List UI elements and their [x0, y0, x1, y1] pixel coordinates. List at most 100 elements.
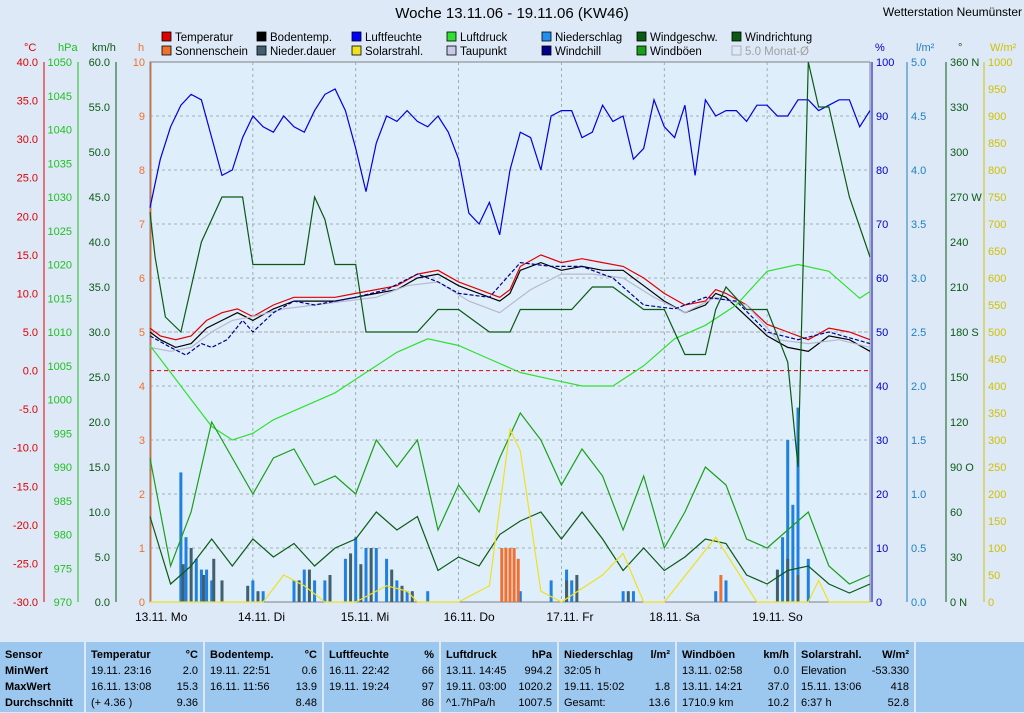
bar: [516, 558, 520, 602]
bar: [359, 564, 363, 602]
axis-tick-solar: 100: [988, 543, 1006, 555]
legend-swatch: [161, 45, 172, 56]
stats-value-row: 13.11. 02:58 0.0: [677, 665, 794, 681]
stats-timestamp: 13.11. 14:21: [682, 681, 743, 693]
stats-value: 86: [421, 697, 434, 709]
legend-label: Temperatur: [175, 32, 233, 44]
x-tick-label: 14.11. Di: [238, 610, 285, 624]
axis-tick-wind: 55.0: [89, 102, 110, 114]
axis-tick-hours: 2: [139, 489, 145, 501]
stats-row-label: MinWert: [5, 665, 49, 677]
bar: [796, 407, 800, 602]
bar: [512, 548, 516, 602]
axis-unit-wind: km/h: [92, 42, 116, 54]
x-tick-label: 15.11. Mi: [341, 610, 389, 624]
stats-value-row: 19.11. 15:02 1.8: [559, 681, 675, 697]
stats-box-solarstrahl: Solarstrahl. W/m² Elevation -53.330 15.11. 1…: [796, 642, 915, 712]
axis-tick-hours: 6: [139, 273, 145, 285]
axis-tick-hours: 5: [139, 327, 145, 339]
axis-tick-direction: 330: [950, 102, 968, 114]
stats-box-unit: °C: [304, 649, 317, 661]
axis-tick-wind: 5.0: [95, 552, 110, 564]
axis-tick-solar: 900: [988, 111, 1006, 123]
axis-tick-solar: 350: [988, 408, 1006, 420]
axis-tick-temp: 20.0: [17, 211, 38, 223]
bar: [426, 591, 430, 602]
stats-box-title: Luftdruck: [446, 649, 497, 661]
bar: [212, 558, 216, 602]
stats-timestamp: 16.11. 22:42: [329, 665, 390, 677]
stats-value-row: Gesamt: 13.6: [559, 697, 675, 713]
legend-swatch: [541, 31, 552, 42]
axis-tick-temp: 10.0: [17, 288, 38, 300]
stats-value: 13.9: [295, 681, 317, 693]
stats-timestamp: 16.11. 13:08: [91, 681, 152, 693]
stats-timestamp: 1710.9 km: [682, 697, 734, 709]
axis-tick-pressure: 990: [54, 462, 72, 474]
stats-value-row: 16.11. 22:42 66: [324, 665, 439, 681]
stats-box-unit: km/h: [763, 649, 789, 661]
bar: [205, 569, 209, 602]
stats-value: 9.36: [176, 697, 198, 709]
stats-value: 8.48: [295, 697, 317, 709]
bar: [626, 591, 630, 602]
bar: [251, 580, 255, 602]
axis-tick-rain: 3.0: [911, 273, 926, 285]
stats-timestamp: 15.11. 13:06: [801, 681, 862, 693]
axis-tick-solar: 150: [988, 516, 1006, 528]
axis-tick-humidity: 70: [876, 219, 888, 231]
stats-value: 0.6: [301, 665, 317, 677]
bar: [189, 548, 193, 602]
legend-label: Windchill: [555, 46, 601, 58]
legend-swatch: [351, 45, 362, 56]
stats-value: 66: [421, 665, 434, 677]
axis-tick-temp: -30.0: [13, 597, 38, 609]
axis-tick-solar: 550: [988, 300, 1006, 312]
bar: [518, 591, 522, 602]
axis-tick-wind: 40.0: [89, 237, 110, 249]
stats-value: 0.0: [773, 665, 789, 677]
bar: [796, 575, 800, 602]
stats-timestamp: 19.11. 19:24: [329, 681, 390, 693]
axis-tick-wind: 15.0: [89, 462, 110, 474]
legend-swatch: [351, 31, 362, 42]
bar: [724, 580, 728, 602]
axis-tick-rain: 4.5: [911, 111, 926, 123]
legend-label: Windböen: [650, 46, 702, 58]
series-line-windchill: [149, 261, 871, 356]
legend-swatch: [256, 45, 267, 56]
axis-tick-temp: -15.0: [13, 481, 38, 493]
axis-tick-solar: 200: [988, 489, 1006, 501]
bar: [570, 580, 574, 602]
axis-tick-temp: -10.0: [13, 443, 38, 455]
axis-tick-wind: 45.0: [89, 192, 110, 204]
axis-tick-temp: 40.0: [17, 57, 38, 69]
axis-unit-solar: W/m²: [990, 42, 1017, 54]
axis-tick-solar: 950: [988, 84, 1006, 96]
axis-tick-direction: 150: [950, 372, 968, 384]
bar: [256, 591, 260, 602]
axis-tick-direction: 120: [950, 417, 968, 429]
stats-box-unit: °C: [185, 649, 198, 661]
axis-tick-rain: 4.0: [911, 165, 926, 177]
bar-series-niederschlag: [179, 407, 810, 602]
stats-box-niederschlag: Niederschlag l/m² 32:05 h 19.11. 15:02 1.8 Ge…: [559, 642, 676, 712]
stats-value-row: 16.11. 11:56 13.9: [205, 681, 322, 697]
bar: [343, 558, 347, 602]
bar: [369, 548, 373, 602]
stats-value-row: 6:37 h 52.8: [796, 697, 914, 713]
axis-tick-humidity: 80: [876, 165, 888, 177]
axis-tick-solar: 750: [988, 192, 1006, 204]
bar: [179, 472, 183, 602]
stats-value-row: 19.11. 23:16 2.0: [86, 665, 203, 681]
stats-value-row: 32:05 h: [559, 665, 675, 681]
stats-value-row: 86: [324, 697, 439, 713]
axis-tick-rain: 0.5: [911, 543, 926, 555]
bar: [313, 580, 317, 602]
stats-box-title: Bodentemp.: [210, 649, 274, 661]
axis-tick-wind: 0.0: [95, 597, 110, 609]
axis-tick-hours: 3: [139, 435, 145, 447]
legend-label: 5.0 Monat-Ø: [745, 46, 809, 58]
axis-tick-pressure: 985: [54, 496, 72, 508]
weather-chart: 40.035.030.025.020.015.010.05.00.0-5.0-1…: [13, 31, 1017, 624]
